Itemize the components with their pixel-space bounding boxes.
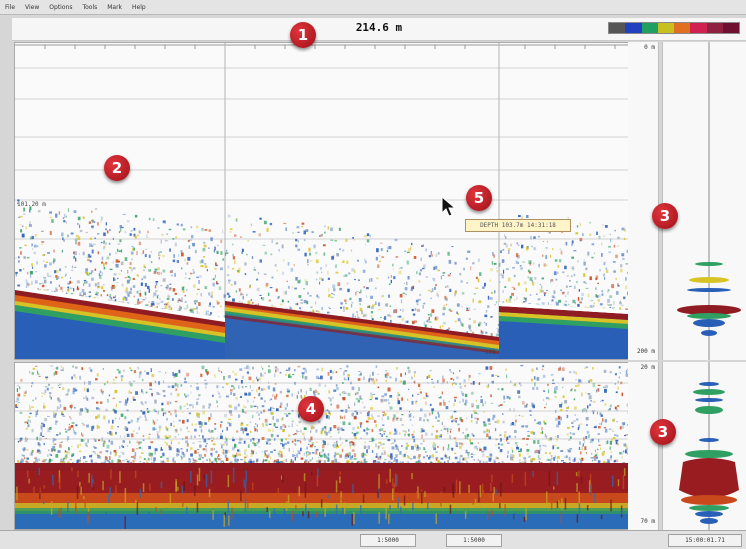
- zoom-scale-top-label: 20 m: [641, 364, 655, 371]
- palette-swatch[interactable]: [674, 23, 690, 33]
- color-palette[interactable]: [608, 22, 740, 34]
- status-field-scale-1: 1:5000: [360, 534, 416, 547]
- palette-swatch[interactable]: [707, 23, 723, 33]
- zoom-echogram-canvas: [15, 363, 629, 529]
- a-scope-zoom: [662, 362, 746, 530]
- menu-tools[interactable]: Tools: [77, 4, 102, 11]
- status-field-scale-2: 1:5000: [446, 534, 502, 547]
- a-scope-main: [662, 42, 746, 360]
- zoom-echogram[interactable]: [14, 362, 630, 530]
- callout-4: 4: [298, 396, 324, 422]
- palette-swatch[interactable]: [723, 23, 739, 33]
- main-echogram-canvas: [15, 43, 629, 359]
- scale-top-label: 0 m: [644, 44, 655, 51]
- menu-options[interactable]: Options: [44, 4, 77, 11]
- palette-swatch[interactable]: [642, 23, 658, 33]
- zoom-seabed-echo: [15, 463, 629, 529]
- menu-file[interactable]: File: [0, 4, 20, 11]
- palette-swatch[interactable]: [690, 23, 706, 33]
- a-scope-zoom-canvas: [663, 362, 746, 530]
- menu-view[interactable]: View: [20, 4, 44, 11]
- menu-help[interactable]: Help: [127, 4, 151, 11]
- depth-readout-bar: 214.6 m: [12, 18, 746, 41]
- menu-mark[interactable]: Mark: [102, 4, 127, 11]
- palette-swatch[interactable]: [658, 23, 674, 33]
- depth-marker-label: 101.20 m: [17, 201, 46, 208]
- palette-swatch[interactable]: [609, 23, 625, 33]
- callout-3: 3: [652, 203, 678, 229]
- scale-bottom-label: 200 m: [637, 348, 655, 355]
- callout-1: 1: [290, 22, 316, 48]
- mouse-cursor-icon: [441, 196, 457, 218]
- callout-2: 2: [104, 155, 130, 181]
- palette-swatch[interactable]: [625, 23, 641, 33]
- depth-scale-zoom: 20 m 70 m: [628, 362, 659, 530]
- menu-bar: File View Options Tools Mark Help: [0, 0, 746, 15]
- bottom-depth-label: 200: [485, 349, 496, 356]
- status-bar: 1:5000 1:5000 15:00:01.71: [0, 530, 746, 549]
- depth-scale-main: 0 m 200 m: [628, 42, 659, 360]
- cursor-tooltip: DEPTH 103.7m 14:31:18: [465, 219, 571, 232]
- main-echogram[interactable]: 101.20 m 200: [14, 42, 630, 360]
- status-field-time: 15:00:01.71: [668, 534, 742, 547]
- seabed-echo: [15, 286, 629, 359]
- callout-5: 5: [466, 185, 492, 211]
- zoom-scale-bottom-label: 70 m: [641, 518, 655, 525]
- a-scope-main-canvas: [663, 42, 746, 360]
- callout-3b: 3: [650, 419, 676, 445]
